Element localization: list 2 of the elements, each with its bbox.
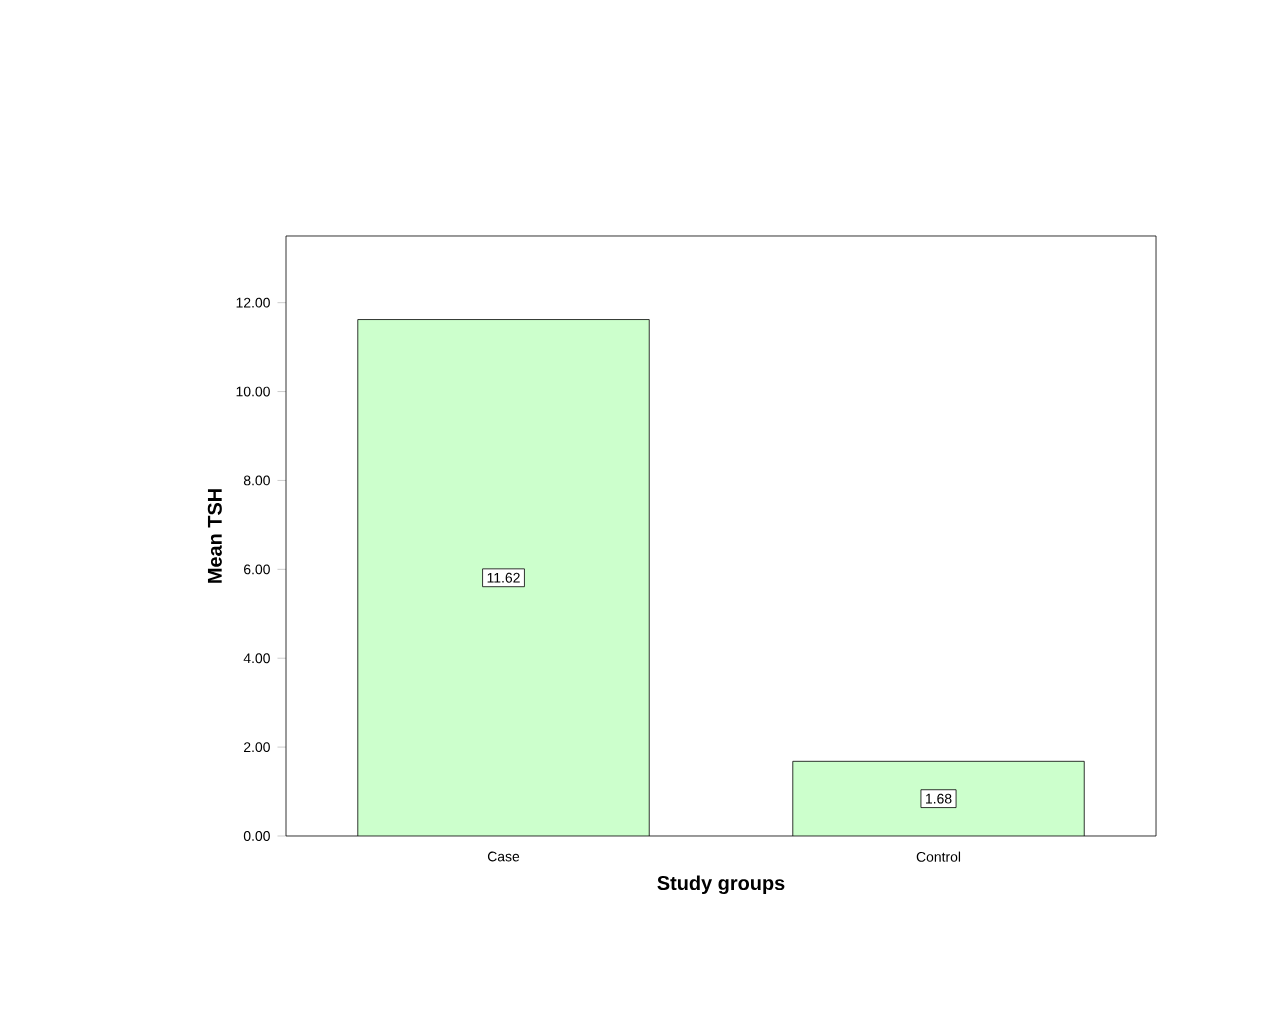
x-axis-title: Study groups xyxy=(657,875,785,895)
y-axis-title: Mean TSH xyxy=(207,489,222,583)
